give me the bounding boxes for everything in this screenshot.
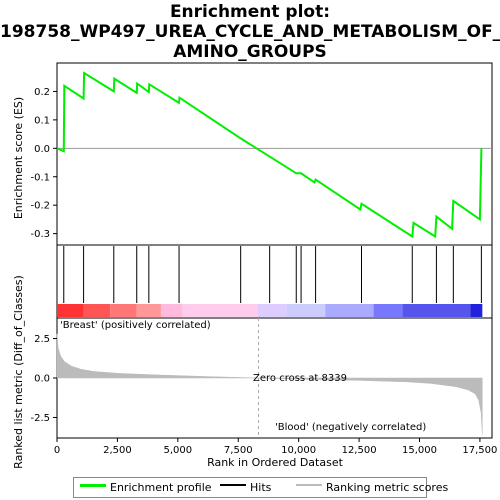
ranking-metric-area bbox=[56, 333, 483, 435]
metric-y-tick-label: 0.0 bbox=[34, 374, 50, 385]
legend-swatch-ranking-metric bbox=[296, 484, 322, 486]
legend-label-ranking-metric: Ranking metric scores bbox=[326, 481, 449, 494]
es-y-tick-label: 0.2 bbox=[34, 87, 50, 98]
chart-title: Enrichment plot: 198758_WP497_UREA_CYCLE… bbox=[0, 2, 500, 62]
legend-label-enrichment-profile: Enrichment profile bbox=[110, 481, 212, 494]
legend-swatch-hits bbox=[220, 484, 246, 486]
x-tick-label: 7,500 bbox=[224, 445, 253, 456]
title-line-2: 198758_WP497_UREA_CYCLE_AND_METABOLISM_O… bbox=[0, 22, 500, 42]
x-tick-label: 10,000 bbox=[281, 445, 316, 456]
hits-panel bbox=[56, 244, 493, 319]
negative-class-label: 'Blood' (negatively correlated) bbox=[275, 422, 426, 433]
es-plot-frame bbox=[56, 62, 493, 246]
metric-y-axis-label: Ranked list metric (Diff_of_Classes) bbox=[12, 275, 25, 469]
rank-bar-segment bbox=[182, 304, 258, 317]
positive-class-label: 'Breast' (positively correlated) bbox=[60, 320, 211, 331]
rank-bar-segment bbox=[136, 304, 161, 317]
es-y-tick-label: -0.3 bbox=[30, 229, 50, 240]
es-y-tick-label: 0.1 bbox=[34, 115, 50, 126]
es-panel: 0.2 0.1 0.0 -0.1 -0.2 -0.3 bbox=[30, 62, 493, 246]
legend-swatch-enrichment-profile bbox=[80, 484, 106, 487]
legend-label-hits: Hits bbox=[250, 481, 272, 494]
rank-bar-segment bbox=[402, 304, 471, 317]
title-line-1: Enrichment plot: bbox=[169, 2, 331, 22]
x-tick-label: 5,000 bbox=[164, 445, 193, 456]
rank-bar-segment bbox=[373, 304, 403, 317]
x-tick-label: 12,500 bbox=[342, 445, 377, 456]
metric-panel: 2.5 0.0 -2.5 'Breast' (positively correlate… bbox=[30, 317, 497, 456]
rank-bar-segment bbox=[57, 304, 84, 317]
metric-y-tick-label: 2.5 bbox=[34, 334, 50, 345]
rank-bar-segment bbox=[160, 304, 183, 317]
x-tick-label: 17,500 bbox=[462, 445, 497, 456]
rank-bar-segment bbox=[110, 304, 137, 317]
es-y-axis-label: Enrichment score (ES) bbox=[12, 97, 25, 219]
title-line-3: AMINO_GROUPS bbox=[173, 42, 327, 62]
x-tick-label: 0 bbox=[54, 445, 60, 456]
rank-bar-segment bbox=[325, 304, 374, 317]
zero-cross-label: Zero cross at 8339 bbox=[253, 373, 347, 384]
x-tick-label: 2,500 bbox=[103, 445, 132, 456]
metric-y-tick-label: -2.5 bbox=[30, 413, 50, 424]
rank-bar-segment bbox=[470, 304, 483, 317]
x-axis-label: Rank in Ordered Dataset bbox=[207, 456, 344, 469]
rank-bar-segment bbox=[286, 304, 326, 317]
enrichment-profile-line bbox=[56, 71, 483, 239]
es-y-tick-label: -0.2 bbox=[30, 201, 50, 212]
x-tick-label: 15,000 bbox=[402, 445, 437, 456]
es-y-tick-label: -0.1 bbox=[30, 172, 50, 183]
rank-bar-segment bbox=[83, 304, 111, 317]
legend: Enrichment profile Hits Ranking metric s… bbox=[73, 477, 448, 498]
rank-bar-segment bbox=[257, 304, 287, 317]
es-y-tick-label: 0.0 bbox=[34, 144, 50, 155]
